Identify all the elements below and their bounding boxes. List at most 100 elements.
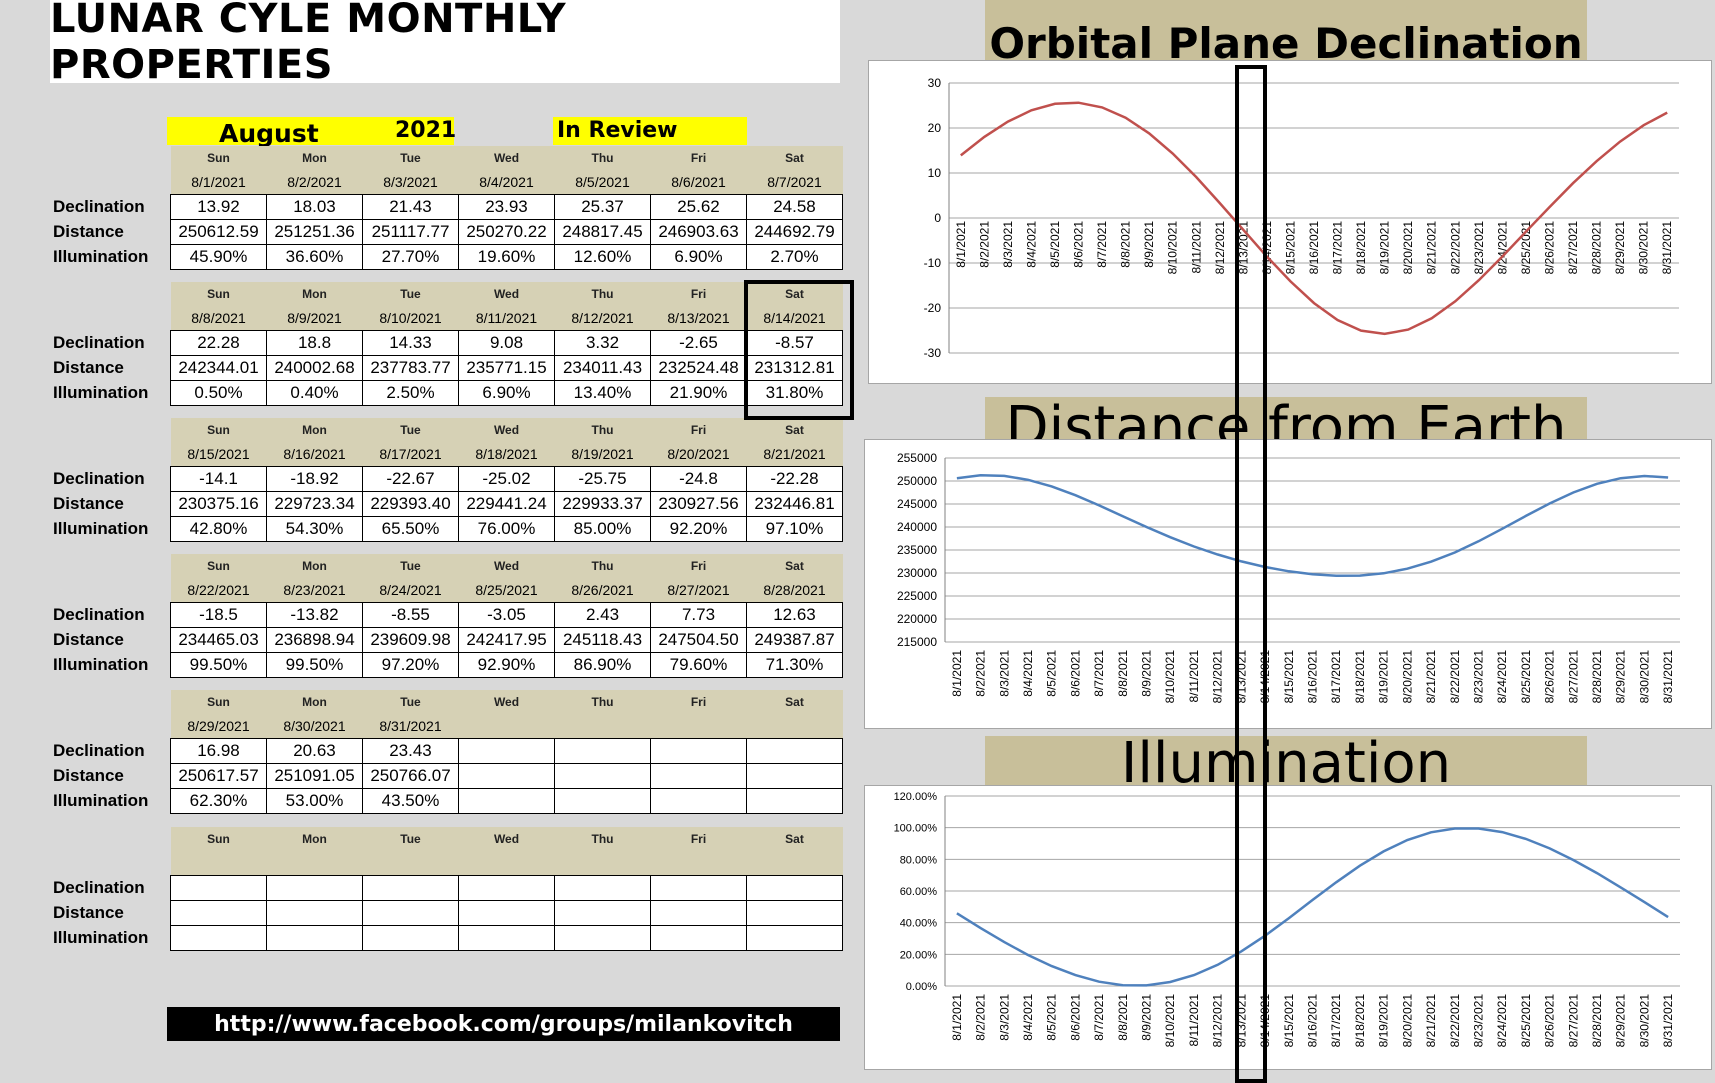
table-row: Distance 234465.03 236898.94 239609.98 24241… <box>50 626 843 653</box>
x-tick-label: 8/2/2021 <box>977 221 991 268</box>
table-row: Distance 250612.59 251251.36 251117.77 25027… <box>50 218 843 245</box>
y-tick-label: 100.00% <box>894 823 938 835</box>
distance-cell: 242344.01 <box>170 354 267 381</box>
illumination-row-label: Illumination <box>50 244 171 269</box>
x-tick-label: 8/5/2021 <box>1048 221 1062 268</box>
x-tick-label: 8/17/2021 <box>1329 994 1343 1048</box>
week-block: Sun Mon Tue Wed Thu Fri Sat 8/1/2021 8/2/2021 8/3… <box>50 146 843 270</box>
declination-cell <box>650 874 747 901</box>
date-header <box>458 851 555 875</box>
distance-cell: 251091.05 <box>266 762 363 789</box>
x-tick-label: 8/6/2021 <box>1072 221 1086 268</box>
day-name-header: Mon <box>266 418 363 442</box>
day-name-header: Thu <box>554 282 651 306</box>
x-tick-label: 8/19/2021 <box>1377 994 1391 1048</box>
x-tick-label: 8/31/2021 <box>1661 994 1675 1048</box>
declination-cell: -14.1 <box>170 465 267 492</box>
declination-cell <box>746 874 843 901</box>
declination-cell: -2.65 <box>650 329 747 356</box>
footer-link[interactable]: http://www.facebook.com/groups/milankovi… <box>167 1007 840 1041</box>
blank-cell <box>50 418 171 442</box>
illumination-cell: 53.00% <box>266 787 363 814</box>
distance-cell <box>266 899 363 926</box>
y-tick-label: 250000 <box>897 474 937 488</box>
date-header: 8/14/2021 <box>746 306 843 330</box>
distance-cell <box>554 762 651 789</box>
week-table: Sun Mon Tue Wed Thu Fri Sat 8/29/2021 8/30/2021 8… <box>50 690 843 814</box>
x-tick-label: 8/17/2021 <box>1329 650 1343 704</box>
day-name-header: Thu <box>554 554 651 578</box>
x-tick-label: 8/21/2021 <box>1425 221 1439 275</box>
week-table: Sun Mon Tue Wed Thu Fri Sat 8/15/2021 8/16/2021 8… <box>50 418 843 542</box>
day-name-header: Wed <box>458 827 555 851</box>
day-name-header: Fri <box>650 827 747 851</box>
x-tick-label: 8/15/2021 <box>1282 650 1296 704</box>
x-tick-label: 8/31/2021 <box>1660 221 1674 275</box>
day-name-header: Wed <box>458 282 555 306</box>
illumination-cell: 36.60% <box>266 243 363 270</box>
x-tick-label: 8/25/2021 <box>1519 221 1533 275</box>
distance-cell: 229441.24 <box>458 490 555 517</box>
declination-cell <box>458 737 555 764</box>
declination-cell: -8.55 <box>362 601 459 628</box>
day-name-header: Thu <box>554 418 651 442</box>
x-tick-label: 8/11/2021 <box>1187 994 1201 1047</box>
declination-cell: 13.92 <box>170 193 267 220</box>
x-tick-label: 8/6/2021 <box>1068 994 1082 1041</box>
distance-row-label: Distance <box>50 900 171 925</box>
y-tick-label: 220000 <box>897 612 937 626</box>
date-header: 8/3/2021 <box>362 170 459 194</box>
table-row: Illumination <box>50 924 843 951</box>
y-tick-label: 230000 <box>897 566 937 580</box>
x-tick-label: 8/8/2021 <box>1116 994 1130 1041</box>
distance-cell <box>362 899 459 926</box>
distance-cell: 247504.50 <box>650 626 747 653</box>
date-header <box>746 714 843 738</box>
distance-cell: 235771.15 <box>458 354 555 381</box>
illumination-cell <box>170 924 267 951</box>
distance-cell: 244692.79 <box>746 218 843 245</box>
illumination-cell: 6.90% <box>650 243 747 270</box>
day-name-header: Fri <box>650 418 747 442</box>
illumination-cell <box>746 787 843 814</box>
illumination-cell: 31.80% <box>746 379 843 406</box>
date-header: 8/24/2021 <box>362 578 459 602</box>
illumination-cell: 99.50% <box>170 651 267 678</box>
distance-cell: 230927.56 <box>650 490 747 517</box>
x-tick-label: 8/26/2021 <box>1543 994 1557 1048</box>
declination-cell <box>170 874 267 901</box>
x-tick-label: 8/25/2021 <box>1519 650 1533 704</box>
y-tick-label: 20 <box>928 121 942 135</box>
distance-cell: 251251.36 <box>266 218 363 245</box>
blank-cell <box>50 282 171 306</box>
declination-cell <box>362 874 459 901</box>
declination-cell <box>746 737 843 764</box>
illumination-cell: 62.30% <box>170 787 267 814</box>
day-name-header: Mon <box>266 690 363 714</box>
x-tick-label: 8/30/2021 <box>1637 221 1651 275</box>
declination-cell: -22.28 <box>746 465 843 492</box>
day-name-header: Mon <box>266 554 363 578</box>
x-tick-label: 8/31/2021 <box>1661 650 1675 704</box>
date-header <box>266 851 363 875</box>
illumination-chart-title: Illumination <box>985 736 1587 786</box>
illumination-row-label: Illumination <box>50 925 171 950</box>
x-tick-label: 8/26/2021 <box>1542 221 1556 275</box>
x-tick-label: 8/19/2021 <box>1378 221 1392 275</box>
declination-cell: 23.93 <box>458 193 555 220</box>
declination-cell: 16.98 <box>170 737 267 764</box>
table-row: Declination <box>50 874 843 901</box>
x-tick-label: 8/3/2021 <box>997 650 1011 697</box>
series-line <box>956 473 1669 578</box>
illumination-cell: 79.60% <box>650 651 747 678</box>
x-tick-label: 8/2/2021 <box>974 650 988 697</box>
x-tick-label: 8/12/2021 <box>1213 221 1227 275</box>
week-block: Sun Mon Tue Wed Thu Fri Sat Declination Distance… <box>50 827 843 951</box>
y-tick-label: 240000 <box>897 520 937 534</box>
illumination-cell <box>458 924 555 951</box>
distance-cell: 236898.94 <box>266 626 363 653</box>
declination-cell: 25.62 <box>650 193 747 220</box>
date-header: 8/10/2021 <box>362 306 459 330</box>
x-tick-label: 8/11/2021 <box>1187 650 1201 703</box>
illumination-cell <box>362 924 459 951</box>
